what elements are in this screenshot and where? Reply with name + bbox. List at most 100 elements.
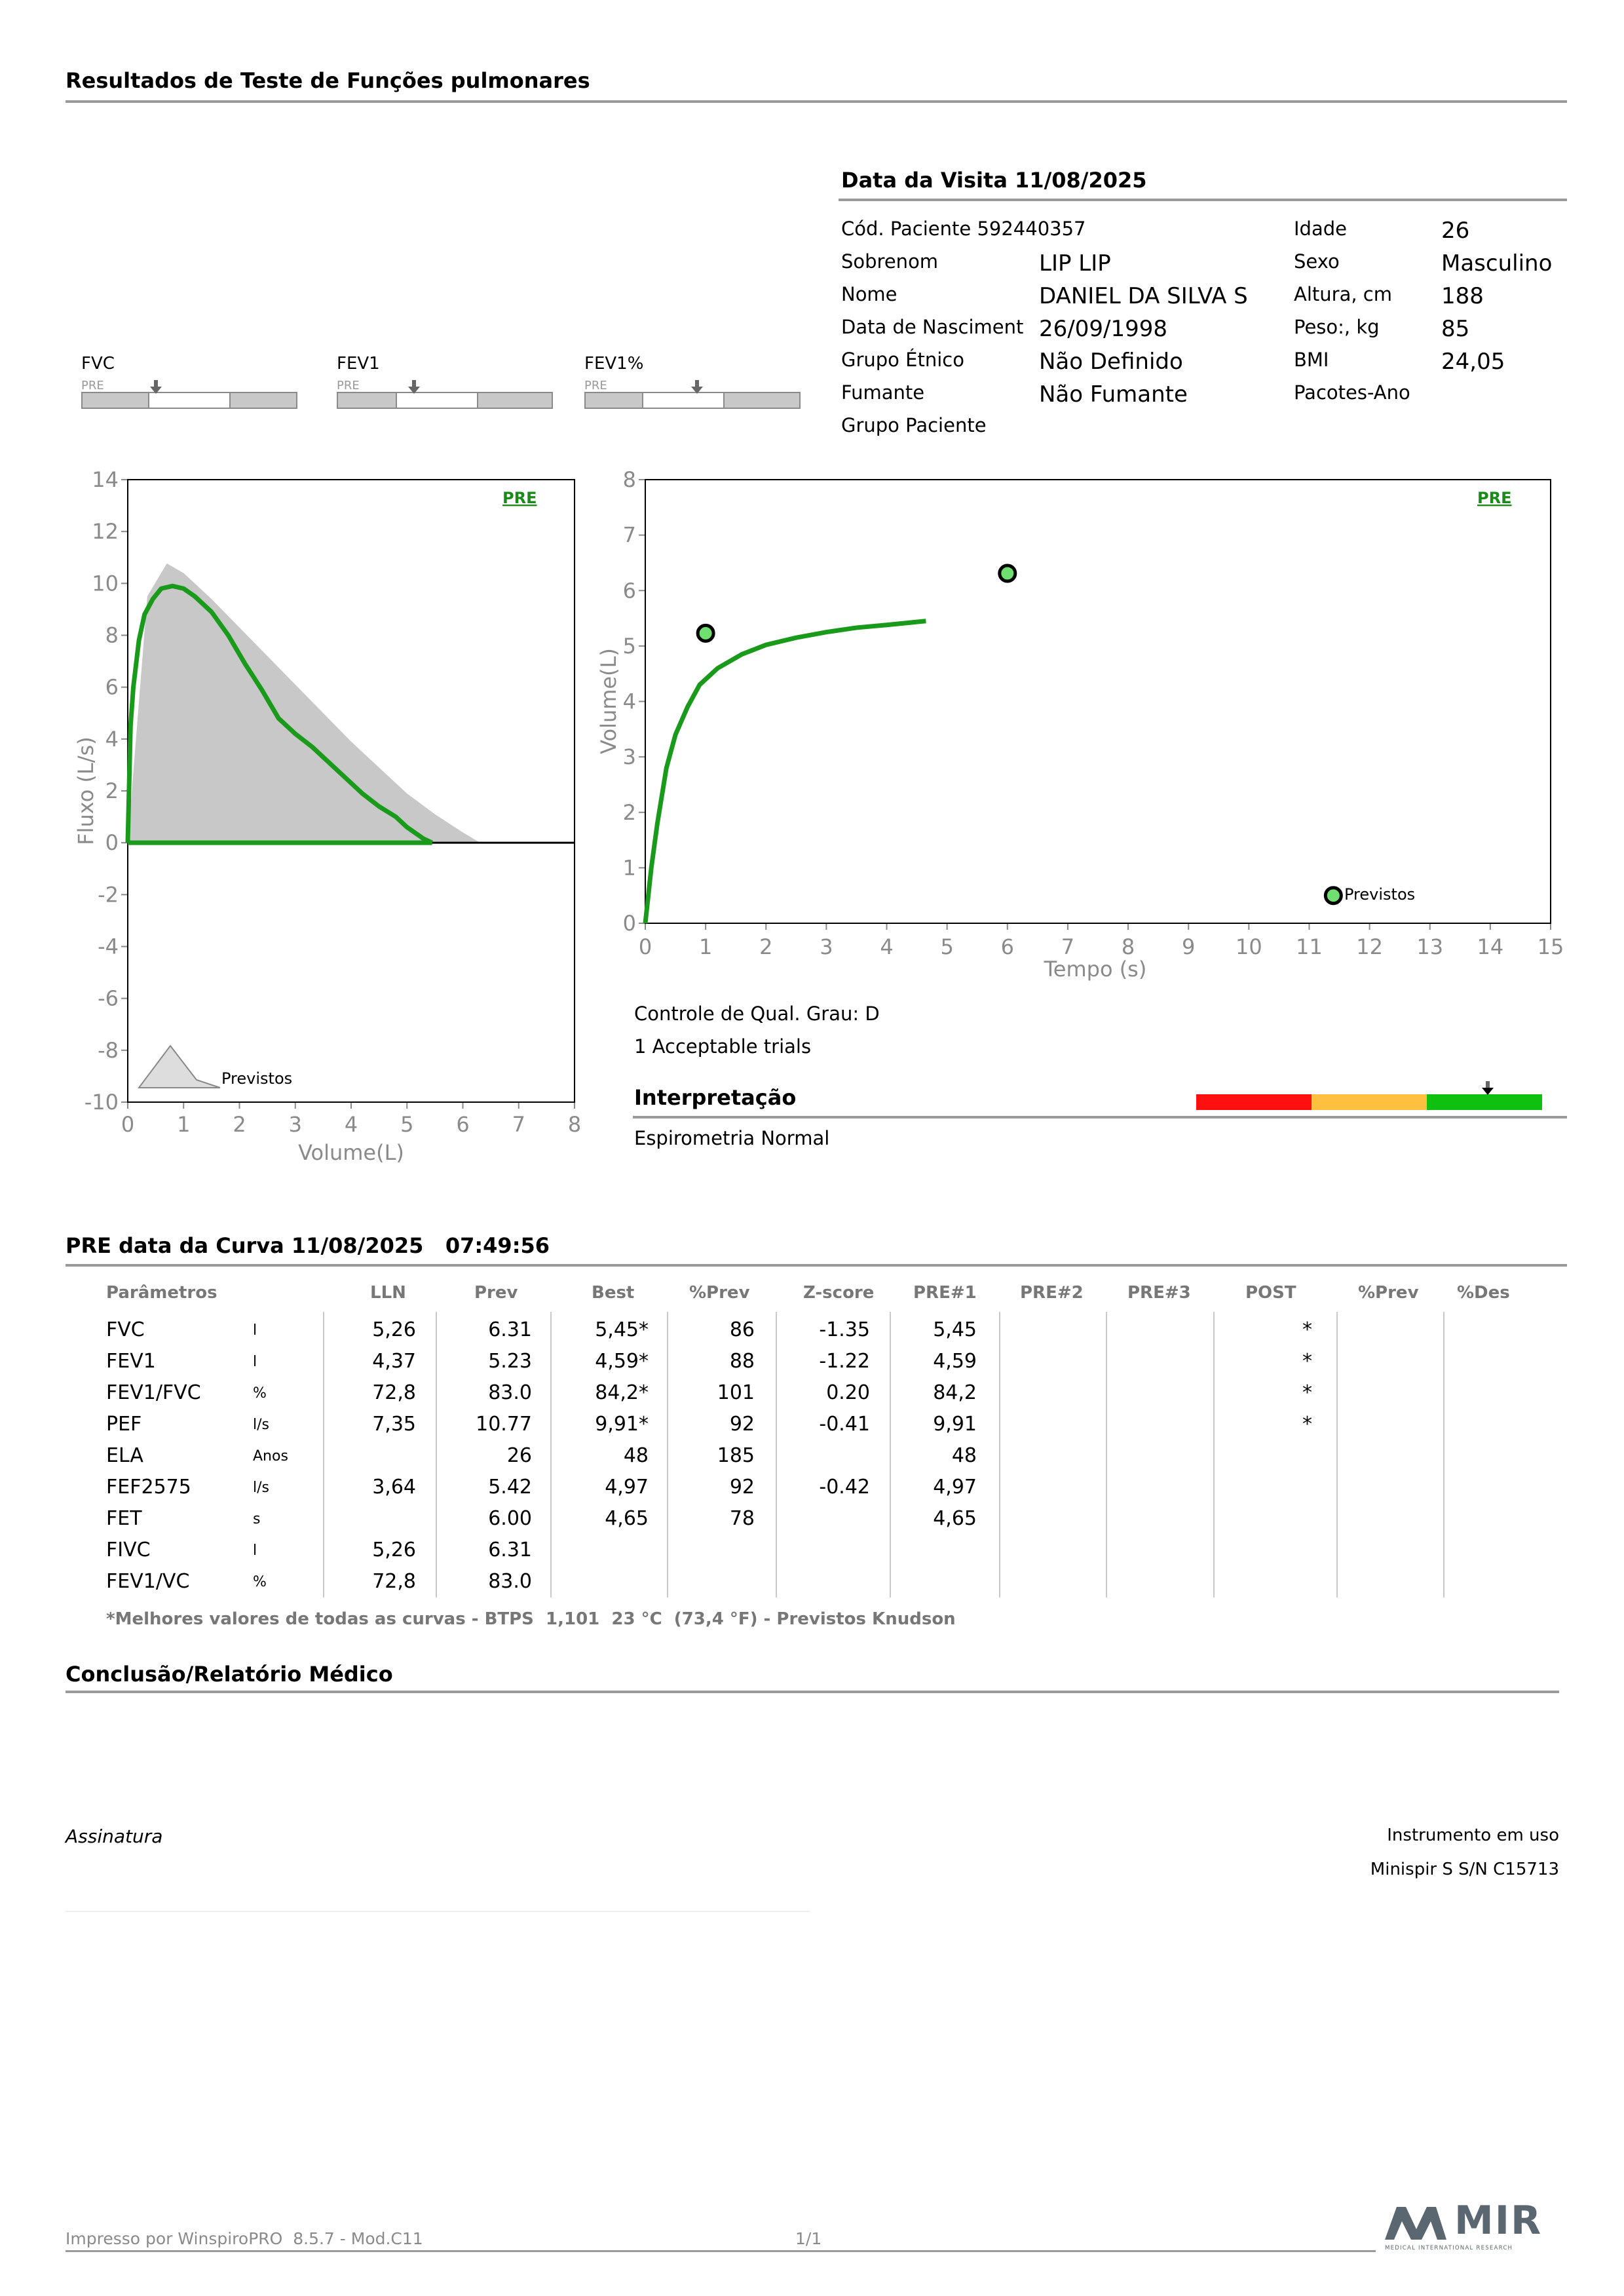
cell-param: FIVC (106, 1539, 151, 1561)
cell-pre1: 4,59 (933, 1350, 977, 1373)
cell-lln: 72,8 (372, 1381, 416, 1404)
volume-time-ytick-label: 6 (623, 578, 636, 603)
flow-volume-predicted-area (128, 563, 480, 843)
mir-logo-subtext: MEDICAL INTERNATIONAL RESEARCH (1385, 2245, 1513, 2251)
cell-zscore: -0.41 (819, 1413, 870, 1436)
group-label: Grupo Paciente (841, 414, 987, 436)
conclusion-title: Conclusão/Relatório Médico (66, 1662, 393, 1687)
col-header-params: Parâmetros (106, 1283, 217, 1303)
flow-volume-xtick-label: 3 (289, 1112, 302, 1137)
cell-pprev: 88 (729, 1350, 755, 1373)
bmi-value: 24,05 (1441, 349, 1505, 375)
volume-time-ytick-label: 7 (623, 523, 636, 548)
cell-unit: l/s (253, 1480, 269, 1496)
curve-title: PRE data da Curva 11/08/2025 07:49:56 (66, 1233, 550, 1258)
flow-volume-ylabel: Fluxo (L/s) (73, 737, 98, 845)
flow-volume-xtick-label: 5 (400, 1112, 413, 1137)
gauge-fev1pct-arrow-icon (691, 380, 703, 394)
cell-prev: 6.31 (488, 1539, 532, 1561)
volume-time-xtick-label: 3 (820, 934, 833, 959)
cell-pre1: 4,97 (933, 1476, 977, 1499)
height-label: Altura, cm (1294, 283, 1392, 305)
interpretation-text: Espirometria Normal (634, 1127, 830, 1149)
page-title: Resultados de Teste de Funções pulmonare… (66, 68, 590, 93)
interpretation-title: Interpretação (634, 1085, 797, 1110)
cell-param: FEF2575 (106, 1476, 191, 1499)
name-label: Nome (841, 283, 897, 305)
volume-time-xtick-label: 14 (1477, 934, 1504, 959)
volume-time-xtick-label: 8 (1122, 934, 1135, 959)
visit-divider (839, 199, 1567, 201)
col-divider (323, 1312, 324, 1598)
col-divider (999, 1312, 1000, 1598)
volume-time-xtick-label: 0 (639, 934, 652, 959)
smoker-value: Não Fumante (1039, 381, 1188, 408)
col-divider (1106, 1312, 1107, 1598)
volume-time-ytick-label: 3 (623, 744, 636, 769)
col-header-pprev: %Prev (689, 1283, 750, 1303)
cell-pre1: 5,45 (933, 1318, 977, 1341)
cell-best: 5,45* (595, 1318, 649, 1341)
cell-post: * (1302, 1350, 1312, 1373)
interpretation-scale-green (1427, 1094, 1542, 1110)
col-divider (1213, 1312, 1215, 1598)
bmi-label: BMI (1294, 349, 1329, 371)
header-divider (66, 100, 1567, 103)
cell-pprev: 86 (729, 1318, 755, 1341)
cell-best: 4,97 (605, 1476, 649, 1499)
cell-param: PEF (106, 1413, 142, 1436)
cell-best: 4,65 (605, 1507, 649, 1530)
flow-volume-legend-text: Previstos (221, 1069, 292, 1088)
volume-time-ytick-label: 2 (623, 800, 636, 825)
col-divider (436, 1312, 437, 1598)
flow-volume-pre-label: PRE (502, 489, 537, 507)
flow-volume-ytick-label: -2 (98, 882, 119, 907)
smoker-label: Fumante (841, 381, 925, 404)
volume-time-pre-curve (643, 619, 926, 924)
flow-volume-ytick-label: 2 (105, 778, 119, 803)
cell-unit: Anos (253, 1448, 288, 1464)
cell-unit: s (253, 1511, 261, 1527)
cell-unit: % (253, 1574, 267, 1590)
cell-lln: 72,8 (372, 1570, 416, 1593)
cell-lln: 3,64 (372, 1476, 416, 1499)
cell-param: FEV1/VC (106, 1570, 190, 1593)
flow-volume-ytick-label: -10 (85, 1090, 119, 1115)
cell-pre1: 48 (951, 1444, 977, 1467)
volume-time-ytick-label: 1 (623, 855, 636, 880)
col-divider (550, 1312, 552, 1598)
col-header-pdes: %Des (1457, 1283, 1510, 1303)
instrument-label: Instrumento em uso (1387, 1826, 1559, 1845)
instrument-value: Minispir S S/N C15713 (1370, 1860, 1559, 1879)
flow-volume-ytick-label: -6 (98, 986, 119, 1011)
mir-logo-text: MIR (1454, 2198, 1543, 2244)
ethnic-label: Grupo Étnico (841, 349, 964, 371)
flow-volume-xtick-label: 8 (568, 1112, 581, 1137)
surname-value: LIP LIP (1039, 250, 1111, 277)
cell-zscore: 0.20 (826, 1381, 870, 1404)
gauge-fvc-label: FVC (81, 354, 115, 373)
cell-best: 9,91* (595, 1413, 649, 1436)
gauge-fvc-pre: PRE (81, 379, 104, 392)
volume-time-predicted-point (696, 623, 715, 643)
cell-prev: 26 (506, 1444, 532, 1467)
volume-time-ytick-label: 5 (623, 634, 636, 659)
cell-post: * (1302, 1318, 1312, 1341)
volume-time-ytick-label: 8 (623, 467, 636, 492)
gauge-fev1-label: FEV1 (337, 354, 380, 373)
quality-trials: 1 Acceptable trials (634, 1035, 812, 1058)
name-value: DANIEL DA SILVA S (1039, 283, 1248, 309)
footer-printed: Impresso por WinspiroPRO 8.5.7 - Mod.C11 (66, 2229, 423, 2248)
gauge-fev1-bar (337, 392, 553, 409)
col-divider (667, 1312, 668, 1598)
col-header-post-pprev: %Prev (1358, 1283, 1419, 1303)
footer-divider (66, 2250, 1376, 2252)
cell-pprev: 101 (717, 1381, 755, 1404)
flow-volume-ytick-label: 4 (105, 727, 119, 752)
gauge-fev1-pre: PRE (337, 379, 360, 392)
mir-logo-icon (1385, 2207, 1446, 2240)
signature-line (66, 1911, 810, 1912)
mir-logo: MIR MEDICAL INTERNATIONAL RESEARCH (1382, 2198, 1567, 2257)
col-header-pre3: PRE#3 (1127, 1283, 1191, 1303)
cell-zscore: -1.22 (819, 1350, 870, 1373)
